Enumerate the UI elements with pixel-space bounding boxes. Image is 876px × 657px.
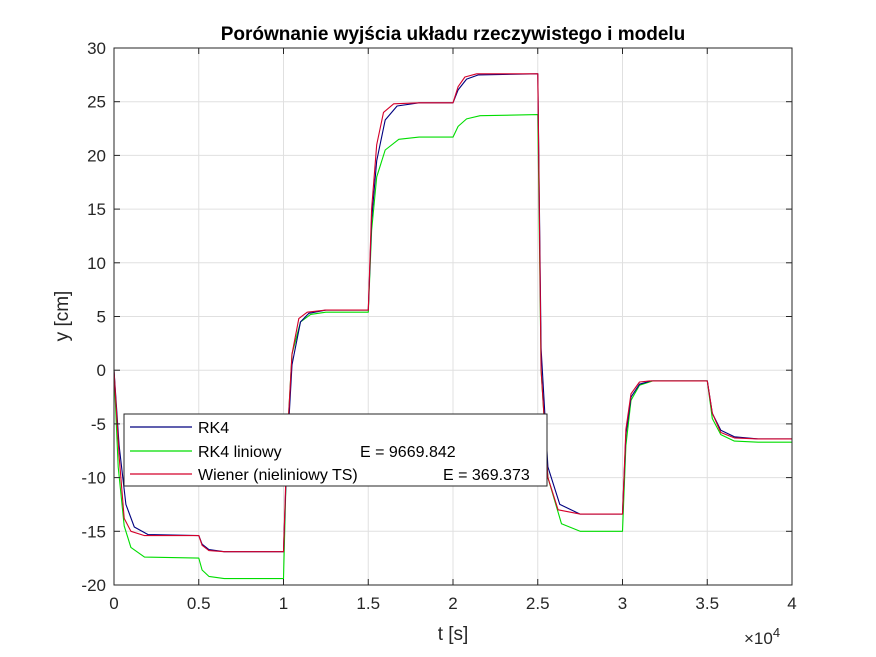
- y-axis-label: y [cm]: [52, 291, 73, 342]
- x-exponent-base: ×10: [744, 629, 773, 648]
- y-tick-label: -15: [81, 522, 106, 541]
- y-tick-label: 0: [97, 361, 106, 380]
- y-tick-label: 15: [87, 200, 106, 219]
- series-line-3: [113, 73, 792, 553]
- x-tick-label: 1.5: [356, 594, 380, 613]
- x-exponent-power: 4: [773, 625, 780, 640]
- y-axis-ticks: -20 -15 -10 -5 0 5 10 15 20 25 30: [81, 39, 792, 595]
- y-tick-label: 30: [87, 39, 106, 58]
- legend-box: [123, 413, 548, 487]
- x-axis-exponent: ×104: [744, 625, 780, 648]
- legend-error-2: E = 9669.842: [360, 444, 456, 461]
- x-axis-label: t [s]: [438, 624, 469, 645]
- y-tick-label: -10: [81, 469, 106, 488]
- legend-label-2: RK4 liniowy: [198, 444, 282, 461]
- legend-label-3: Wiener (nieliniowy TS): [198, 467, 358, 484]
- x-tick-label: 2: [448, 594, 457, 613]
- x-tick-label: 2.5: [526, 594, 550, 613]
- x-tick-label: 3: [618, 594, 627, 613]
- y-tick-label: 25: [87, 93, 106, 112]
- x-tick-label: 0.5: [187, 594, 211, 613]
- y-tick-label: 10: [87, 254, 106, 273]
- x-tick-label: 3.5: [695, 594, 719, 613]
- series-lines: [113, 73, 792, 580]
- legend-label-1: RK4: [198, 420, 229, 437]
- x-axis-ticks: 0 0.5 1 1.5 2 2.5 3 3.5 4: [109, 48, 797, 613]
- chart-title: Porównanie wyjścia układu rzeczywistego …: [221, 24, 686, 45]
- y-tick-label: 20: [87, 146, 106, 165]
- x-tick-label: 0: [109, 594, 118, 613]
- y-tick-label: -20: [81, 576, 106, 595]
- y-tick-label: -5: [91, 415, 106, 434]
- legend-error-3: E = 369.373: [443, 467, 530, 484]
- y-tick-label: 5: [97, 308, 106, 327]
- x-tick-label: 4: [787, 594, 796, 613]
- x-tick-label: 1: [279, 594, 288, 613]
